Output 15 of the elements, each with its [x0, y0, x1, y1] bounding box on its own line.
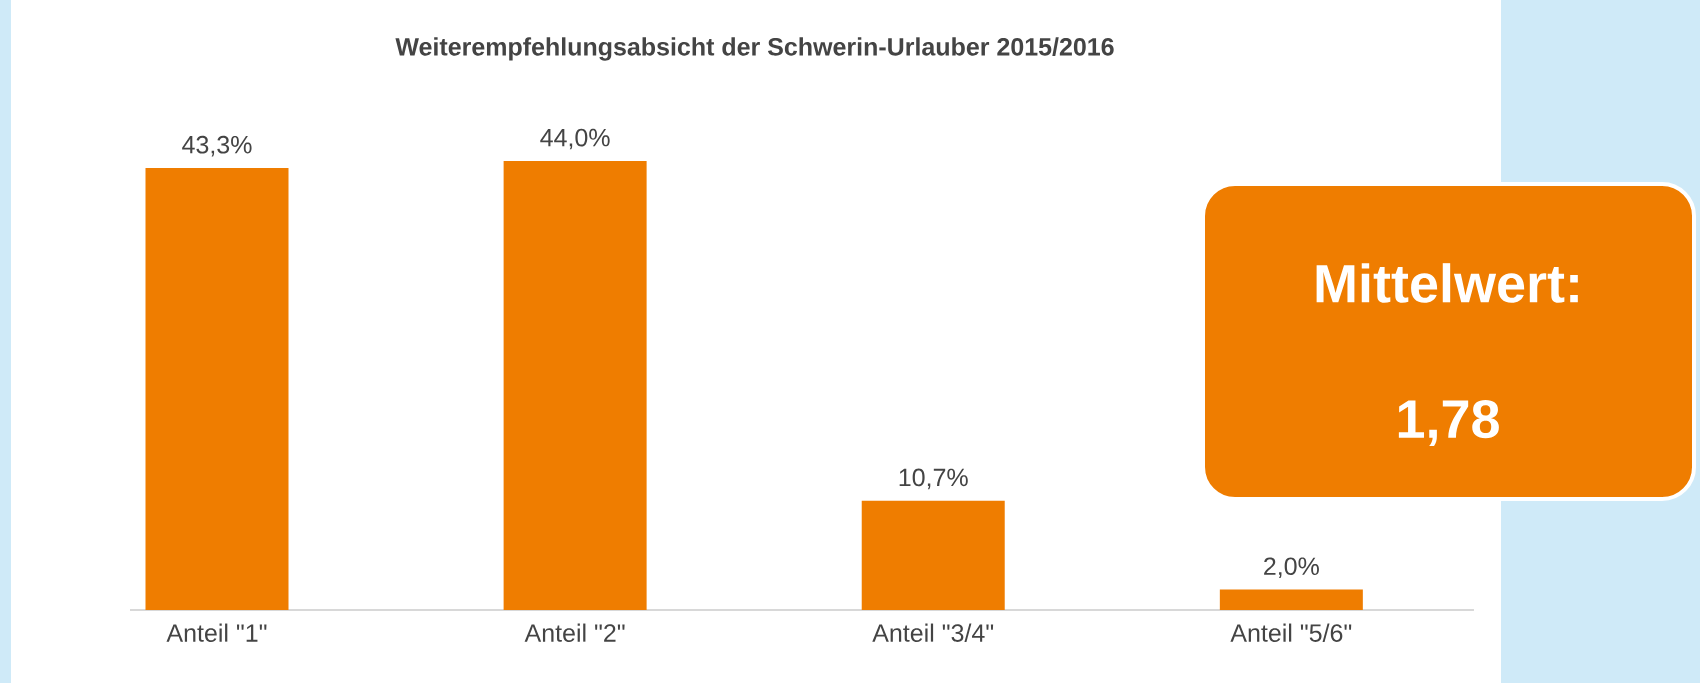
x-tick-label: Anteil "5/6": [1230, 623, 1352, 642]
data-label: 10,7%: [899, 468, 968, 490]
annotation: Mittelwert:: [1316, 263, 1578, 303]
bar: [861, 500, 1005, 610]
data-label: 44,0%: [540, 128, 610, 150]
annotation: 1,78: [1398, 399, 1499, 447]
bar: [1219, 589, 1363, 610]
x-tick-label: Anteil "1": [166, 623, 267, 642]
data-label: 43,3%: [182, 135, 252, 157]
x-tick-label: Anteil "3/4": [872, 623, 994, 642]
data-label: 2,0%: [1264, 557, 1319, 579]
bar: [503, 160, 647, 610]
bar: [145, 168, 289, 610]
chart-title: Weiterempfehlungsabsicht der Schwerin-Urlauber 2015/2016: [395, 37, 1114, 61]
x-tick-label: Anteil "2": [524, 623, 625, 642]
